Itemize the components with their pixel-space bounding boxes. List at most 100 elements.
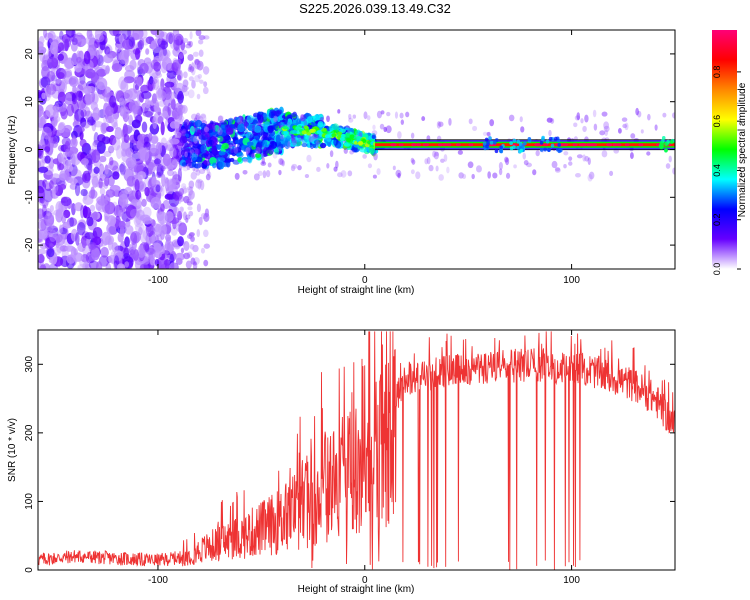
spectrogram-noise-cell — [198, 168, 206, 175]
spectrogram-halo-cell — [287, 140, 291, 149]
spectrogram-signal-cell — [200, 122, 207, 129]
spectrogram-noise-cell — [70, 137, 78, 148]
spectrogram-noise-cell — [46, 71, 56, 82]
spectrogram-noise-cell — [82, 173, 87, 183]
spectrogram-noise-cell — [161, 173, 166, 187]
spectrogram-noise-cell — [61, 214, 67, 224]
spectrogram-noise-cell — [122, 111, 129, 123]
spectrogram-signal-cell — [275, 134, 281, 143]
spectrogram-noise-cell — [38, 254, 45, 264]
spectrogram-signal-cell — [489, 140, 494, 145]
spectrogram-halo-cell — [475, 165, 482, 173]
snr-x-label: Height of straight line (km) — [298, 584, 415, 595]
spectrogram-noise-cell — [58, 224, 63, 234]
spectrogram-halo-cell — [438, 174, 444, 181]
spectrogram-halo-cell — [482, 131, 488, 136]
spectrogram-halo-cell — [432, 150, 437, 158]
spectrogram-halo-cell — [554, 167, 561, 173]
spectrogram-halo-cell — [635, 107, 639, 116]
spectrogram-noise-cell — [188, 76, 194, 82]
spectrogram-noise-cell — [55, 78, 62, 87]
spectrogram-signal-cell — [306, 116, 313, 124]
spectrogram-halo-cell — [487, 131, 491, 138]
spectrogram-noise-cell — [115, 205, 122, 217]
spectrogram-noise-cell — [129, 232, 138, 245]
spectrogram-signal-cell — [253, 125, 262, 133]
spectrogram-carrier-peak — [534, 143, 540, 147]
spectrogram-signal-cell — [485, 144, 489, 149]
spectrogram-signal-cell — [237, 123, 246, 133]
spectrogram-carrier-peak — [468, 143, 474, 147]
spectrogram-signal-cell — [217, 157, 226, 162]
spectrogram-halo-cell — [523, 160, 529, 166]
spectrogram-noise-cell — [129, 59, 137, 70]
spectrogram-halo-cell — [671, 112, 675, 119]
spectrogram-noise-cell — [157, 115, 164, 125]
spectrogram-noise-cell — [100, 122, 107, 135]
spectrogram-signal-cell — [356, 135, 362, 140]
spectrogram-noise-cell — [81, 239, 87, 249]
spectrogram-noise-cell — [110, 115, 118, 128]
spectrogram-halo-cell — [272, 152, 278, 159]
spectrogram-noise-cell — [181, 183, 187, 190]
spectrogram-noise-cell — [183, 211, 187, 221]
spectrogram-noise-cell — [86, 216, 94, 227]
spectrogram-halo-cell — [563, 163, 567, 169]
spectrogram-halo-cell — [592, 109, 597, 118]
spectrogram-halo-cell — [326, 115, 330, 123]
spectrogram-noise-cell — [79, 73, 86, 85]
spectrogram-halo-cell — [287, 121, 291, 128]
spectrogram-halo-cell — [315, 140, 320, 147]
spectrogram-noise-cell — [41, 204, 47, 218]
spectrogram-noise-cell — [149, 257, 156, 266]
spectrogram-halo-cell — [197, 161, 203, 169]
spectrogram-noise-cell — [150, 40, 157, 50]
spectrogram-noise-cell — [203, 243, 211, 249]
spectrogram-signal-cell — [301, 142, 308, 148]
spectrogram-halo-cell — [435, 165, 439, 172]
spectrogram-halo-cell — [440, 158, 445, 163]
spectrogram-noise-cell — [46, 83, 57, 95]
spectrogram-noise-cell — [104, 176, 110, 187]
spectrogram-noise-cell — [124, 261, 130, 268]
spectrogram-noise-cell — [38, 179, 47, 194]
spectrogram-noise-cell — [127, 30, 135, 39]
spectrogram-noise-cell — [183, 195, 190, 204]
spectrogram-carrier-peak — [415, 143, 421, 147]
spectrogram-noise-cell — [76, 97, 87, 110]
spectrogram-noise-cell — [157, 211, 168, 225]
spectrogram-noise-cell — [66, 103, 74, 117]
spectrogram-noise-cell — [113, 204, 124, 218]
spectrogram-noise-cell — [38, 218, 47, 232]
spectrogram-halo-cell — [405, 111, 410, 118]
spectrogram-signal-cell — [333, 138, 338, 146]
spectrogram-noise-cell — [150, 30, 159, 36]
spectrogram-halo-cell — [467, 161, 474, 169]
spectrogram-noise-cell — [84, 110, 93, 120]
spectrogram-halo-cell — [582, 125, 587, 133]
spectrogram-x-axis: -100 0 100 — [148, 30, 580, 286]
spectrogram-noise-cell — [88, 241, 97, 250]
spectrogram-noise-cell — [155, 90, 167, 101]
spectrogram-halo-cell — [371, 130, 378, 136]
spectrogram-signal-cell — [545, 139, 550, 144]
spectrogram-noise-cell — [42, 30, 48, 38]
spectrogram-noise-cell — [118, 209, 123, 218]
spectrogram-noise-cell — [180, 247, 185, 254]
spectrogram-signal-cell — [205, 123, 214, 131]
spectrogram-noise-cell — [38, 122, 44, 132]
spectrogram-signal-cell — [676, 141, 680, 145]
spectrogram-noise-cell — [155, 142, 163, 155]
spectrogram-signal-cell — [229, 157, 235, 162]
spectrogram-noise-cell — [177, 90, 184, 104]
spectrogram-noise-cell — [178, 52, 184, 59]
spectrogram-noise-cell — [72, 85, 77, 94]
spectrogram-halo-cell — [335, 160, 339, 169]
spectrogram-noise-cell — [153, 111, 164, 124]
colorbar-label: Normalized spectral amplitude — [737, 82, 748, 217]
spectrogram-noise-cell — [105, 48, 113, 59]
spectrogram-halo-cell — [349, 149, 354, 155]
spectrogram-noise-cell — [47, 211, 55, 224]
spectrogram-signal-cell — [254, 153, 262, 158]
spectrogram-noise-cell — [71, 52, 79, 66]
